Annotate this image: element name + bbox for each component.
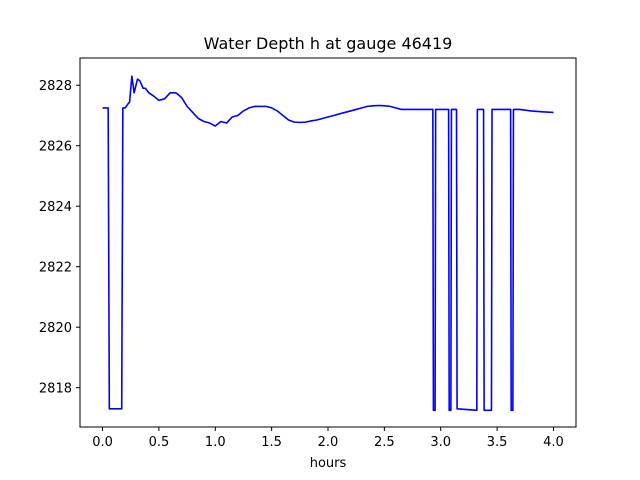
x-tick-label: 3.5: [487, 435, 508, 450]
chart-title: Water Depth h at gauge 46419: [204, 34, 453, 53]
x-tick-label: 0.0: [92, 435, 113, 450]
y-axis: 2818 2820 2822 2824 2826 2828: [39, 79, 80, 397]
y-tick-label: 2826: [39, 140, 72, 155]
y-tick-label: 2822: [39, 261, 72, 276]
x-tick-label: 4.0: [543, 435, 564, 450]
x-tick-label: 2.0: [318, 435, 339, 450]
x-tick-label: 1.0: [205, 435, 226, 450]
y-tick-label: 2828: [39, 79, 72, 94]
y-tick-label: 2818: [39, 382, 72, 397]
y-tick-label: 2824: [39, 200, 72, 215]
x-tick-label: 0.5: [149, 435, 170, 450]
x-axis: 0.0 0.5 1.0 1.5 2.0 2.5 3.0 3.5 4.0: [92, 427, 564, 450]
plot-area: 0.0 0.5 1.0 1.5 2.0 2.5 3.0 3.5 4.0 2818 2820 2822…: [39, 57, 577, 450]
x-tick-label: 1.5: [261, 435, 282, 450]
x-tick-label: 2.5: [374, 435, 395, 450]
y-tick-label: 2820: [39, 321, 72, 336]
series-line: [102, 75, 554, 412]
x-axis-label: hours: [310, 456, 347, 471]
x-tick-label: 3.0: [430, 435, 451, 450]
